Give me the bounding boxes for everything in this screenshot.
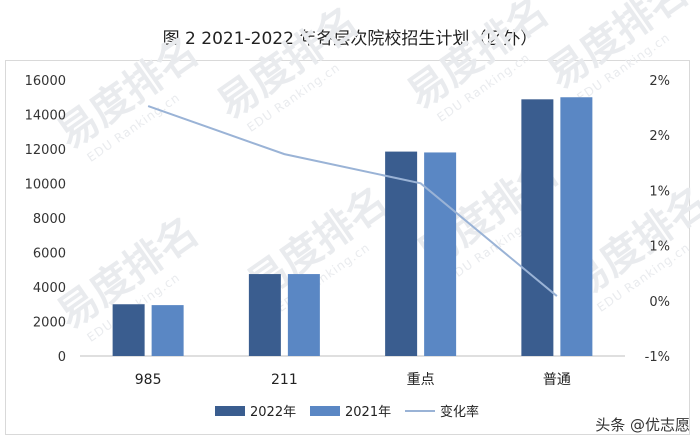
- watermark-text: 易度排名: [539, 0, 696, 98]
- y-right-tick-label: 0%: [649, 295, 670, 310]
- y-left-tick-label: 16000: [25, 74, 66, 89]
- y-right-tick-label: -1%: [645, 350, 670, 365]
- line-layer: [147, 105, 558, 297]
- x-tick-label: 重点: [407, 372, 435, 388]
- bars-layer: [112, 97, 593, 356]
- bar-2022年: [385, 151, 418, 356]
- bar-2021年: [560, 97, 593, 356]
- bar-2022年: [521, 99, 554, 356]
- bar-2022年: [248, 274, 281, 356]
- y-left-tick-label: 0: [58, 350, 66, 365]
- legend-swatch: [310, 406, 340, 416]
- x-tick-label: 普通: [543, 372, 571, 388]
- chart-title: 图 2 2021-2022 年各层次院校招生计划（区外）: [162, 29, 538, 49]
- x-tick-label: 211: [271, 372, 298, 388]
- y-left-tick-label: 12000: [25, 143, 66, 158]
- y-right-tick-label: 1%: [649, 184, 670, 199]
- legend: 2022年 2021年 变化率: [215, 404, 479, 420]
- legend-label: 变化率: [440, 404, 479, 420]
- y-right-tick-label: 2%: [649, 74, 670, 89]
- bar-2021年: [287, 274, 320, 356]
- bar-2021年: [424, 152, 457, 356]
- credit-text: 头条 @优志愿: [595, 416, 690, 434]
- y-right-tick-label: 2%: [649, 129, 670, 144]
- legend-label: 2021年: [345, 405, 391, 420]
- y-left-tick-label: 2000: [33, 316, 66, 331]
- y-left-tick-label: 8000: [33, 212, 66, 227]
- y-left-tick-label: 4000: [33, 281, 66, 296]
- y-left-tick-label: 14000: [25, 109, 66, 124]
- y-right-tick-label: 1%: [649, 240, 670, 255]
- x-tick-label: 985: [135, 372, 162, 388]
- bar-2022年: [112, 304, 145, 356]
- legend-label: 2022年: [250, 405, 296, 420]
- y-left-tick-label: 6000: [33, 247, 66, 262]
- legend-swatch: [215, 406, 245, 416]
- axis-layer: 0 2000 4000 6000 8000 10000 12000 14000 16000 -1%…: [25, 74, 670, 388]
- y-left-tick-label: 10000: [25, 178, 66, 193]
- bar-2021年: [151, 305, 184, 356]
- line-变化率: [147, 105, 558, 297]
